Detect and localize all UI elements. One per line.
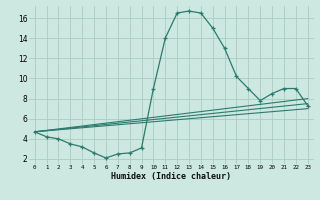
X-axis label: Humidex (Indice chaleur): Humidex (Indice chaleur) <box>111 172 231 181</box>
